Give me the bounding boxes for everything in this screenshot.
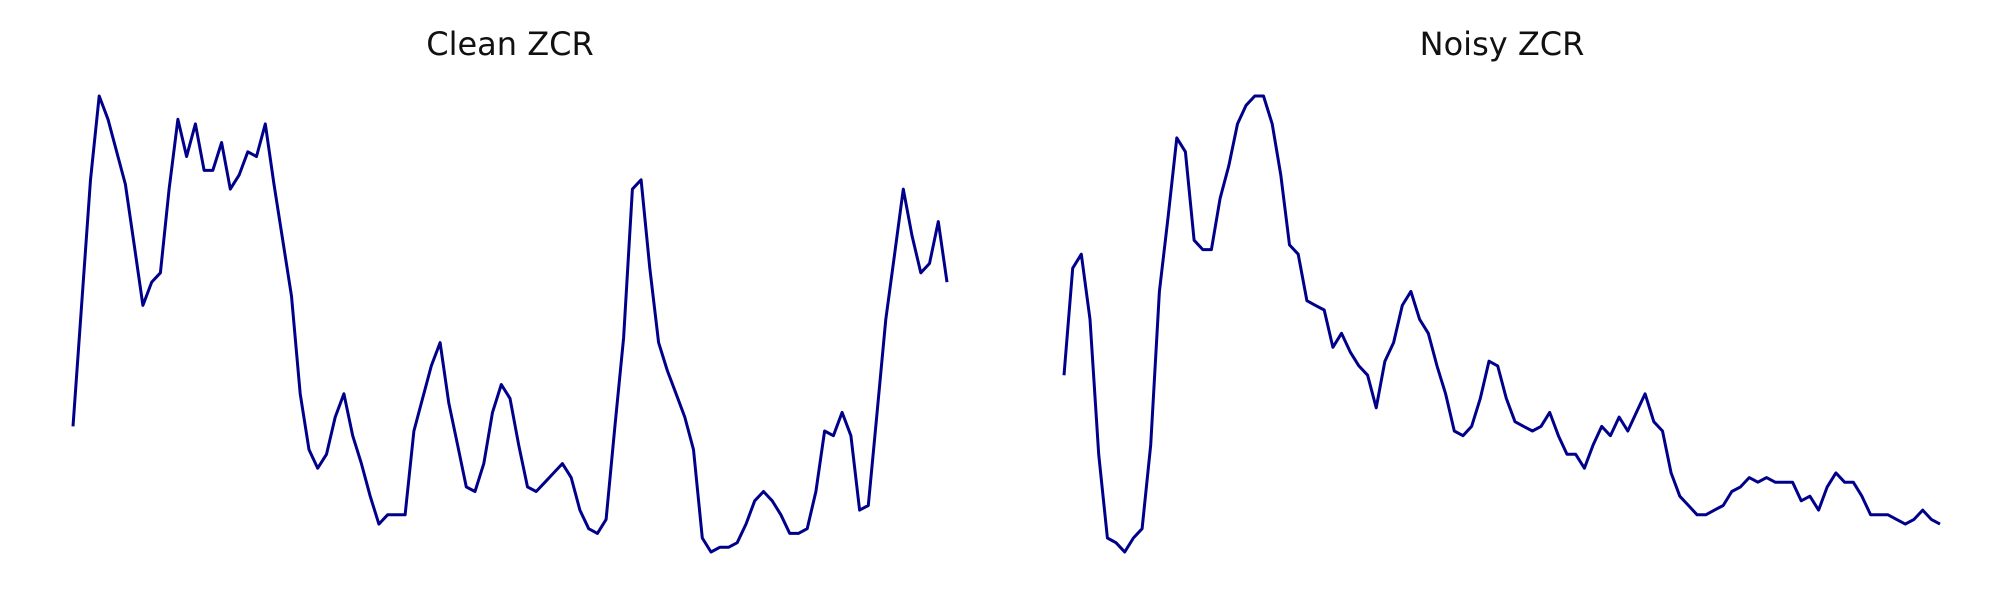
chart-title: Noisy ZCR [1420, 25, 1585, 63]
line [71, 94, 949, 554]
line [1062, 94, 1941, 554]
chart-title: Clean ZCR [426, 25, 593, 63]
